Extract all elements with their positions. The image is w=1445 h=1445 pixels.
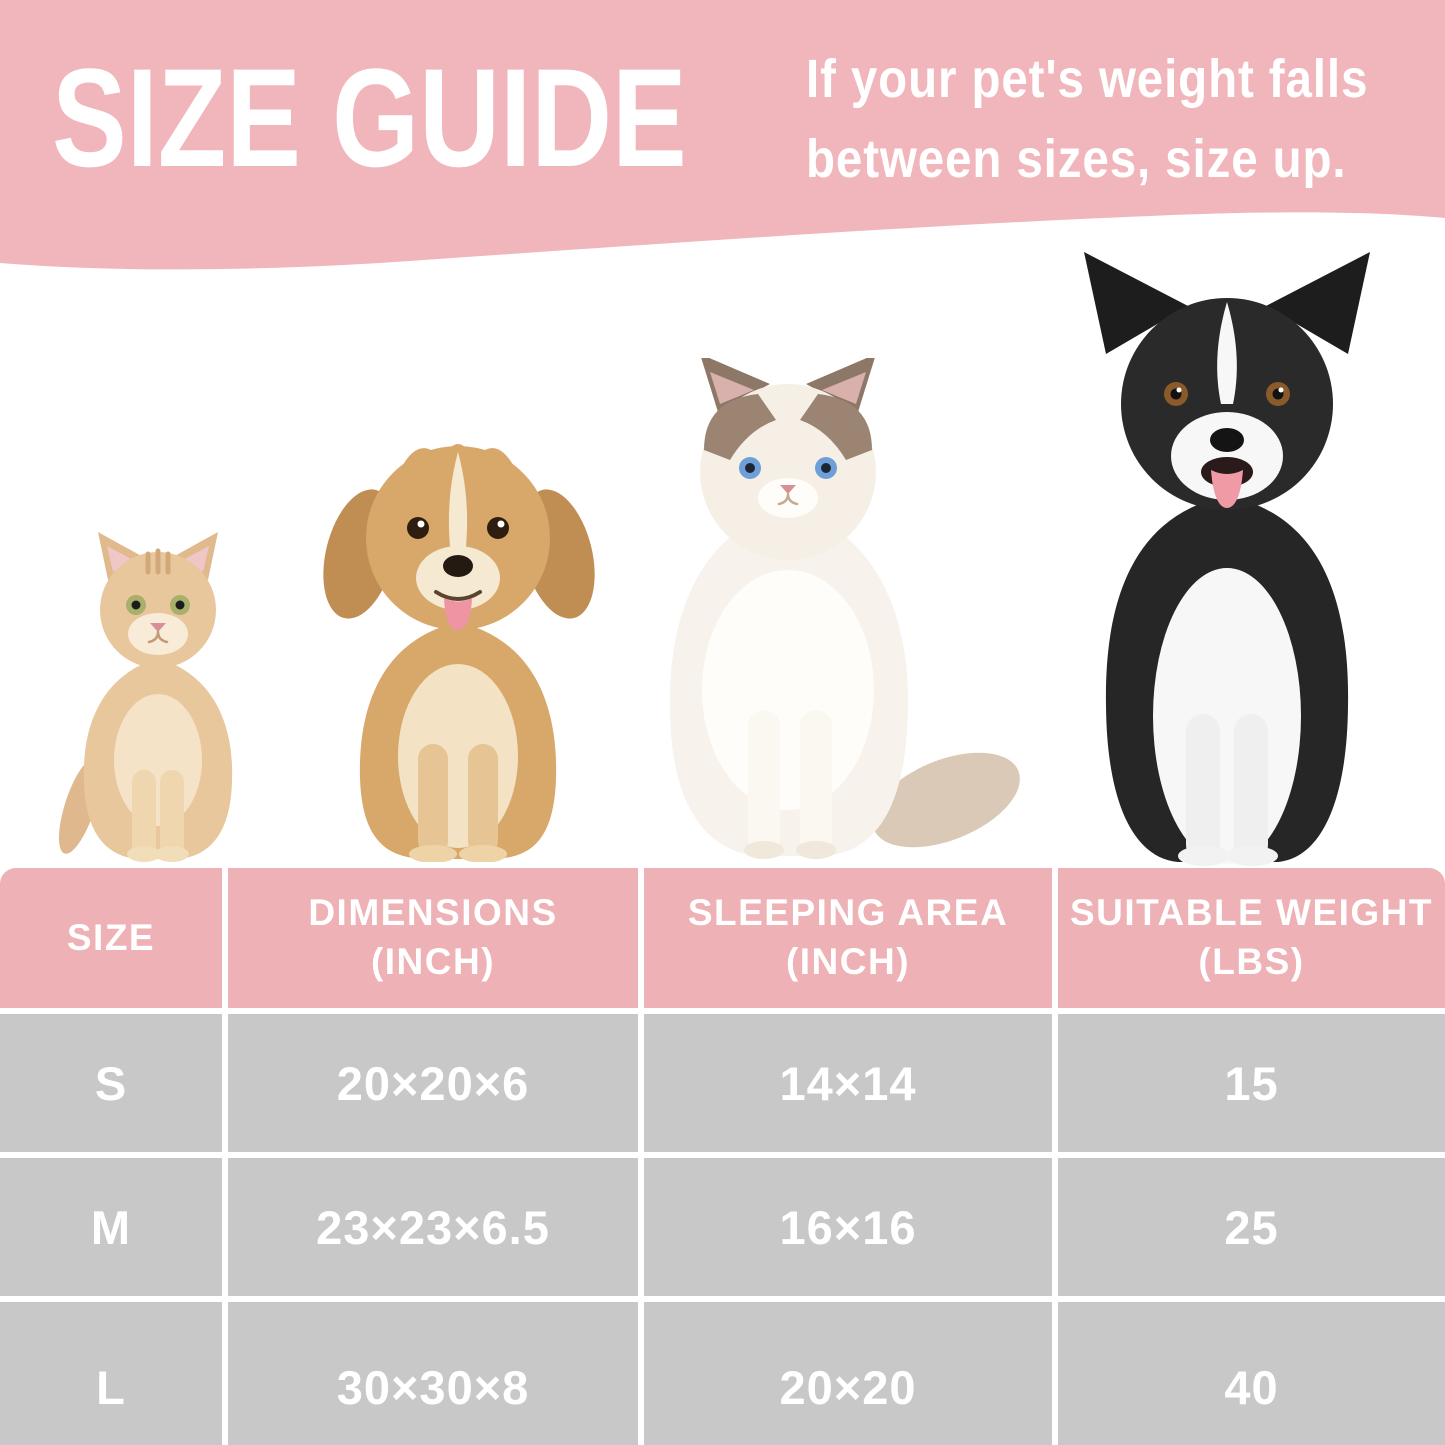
column-header-label: SIZE	[66, 916, 156, 958]
sizing-note: If your pet's weight falls between sizes…	[806, 40, 1368, 200]
sizing-note-line1: If your pet's weight falls	[806, 49, 1369, 109]
column-header-label: SLEEPING AREA	[687, 892, 1009, 934]
row-l-dimensions-cell: 30×30×8	[228, 1302, 638, 1445]
sizing-note-line2: between sizes, size up.	[806, 128, 1347, 189]
column-header-sublabel: (INCH)	[785, 941, 911, 982]
column-header-sublabel: (INCH)	[370, 941, 496, 982]
column-header-dimensions: DIMENSIONS (INCH)	[228, 868, 638, 1008]
page-title: SIZE GUIDE	[52, 39, 687, 196]
column-header-sleeping-area: SLEEPING AREA (INCH)	[644, 868, 1052, 1008]
ragdoll-cat-image	[616, 358, 1024, 862]
orange-cat-image	[52, 518, 264, 862]
row-m-suitable-weight-cell: 25	[1058, 1158, 1445, 1296]
row-l-suitable-weight-cell: 40	[1058, 1302, 1445, 1445]
row-m-dimensions-cell: 23×23×6.5	[228, 1158, 638, 1296]
row-s-suitable-weight-cell: 15	[1058, 1014, 1445, 1152]
row-l-size-cell: L	[0, 1302, 222, 1445]
row-m-sleeping-area-cell: 16×16	[644, 1158, 1052, 1296]
column-header-size: SIZE	[0, 868, 222, 1008]
row-s-size-cell: S	[0, 1014, 222, 1152]
tan-puppy-image	[300, 424, 618, 862]
size-table: SIZE DIMENSIONS (INCH) SLEEPING AREA (IN…	[0, 868, 1445, 1445]
column-header-suitable-weight: SUITABLE WEIGHT (LBS)	[1058, 868, 1445, 1008]
row-s-dimensions-cell: 20×20×6	[228, 1014, 638, 1152]
row-l-sleeping-area-cell: 20×20	[644, 1302, 1052, 1445]
pink-wave-banner	[0, 0, 1445, 270]
border-collie-image	[1026, 244, 1428, 866]
row-s-sleeping-area-cell: 14×14	[644, 1014, 1052, 1152]
column-header-label: DIMENSIONS	[308, 892, 558, 934]
column-header-sublabel: (LBS)	[1198, 941, 1305, 982]
row-m-size-cell: M	[0, 1158, 222, 1296]
column-header-label: SUITABLE WEIGHT	[1069, 892, 1433, 934]
